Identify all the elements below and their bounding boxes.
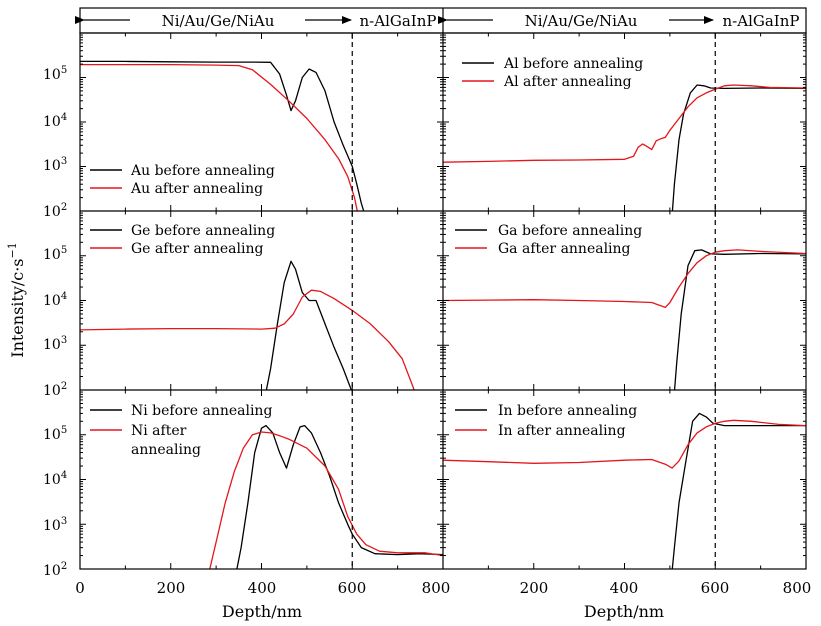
legend-label-ge-before: Ge before annealing [131,223,275,239]
y-axis-title: Intensity/c·s−1 [6,242,27,358]
legend-label-ge-after: Ge after annealing [131,241,263,257]
y-ticks-row1: 105 104 103 [43,65,67,174]
xtick-left-200: 200 [157,579,186,597]
ni-after-annealing-line [209,431,443,569]
ge-after-annealing-line [80,289,415,390]
ytick-1e3: 103 [43,335,67,353]
legend-label-al-after: Al after annealing [503,74,632,90]
xtick-left-400: 400 [248,579,277,597]
al-before-annealing-line [671,84,806,211]
legend-ge: Ge before annealing Ge after annealing [90,223,275,257]
ytick-1e2-row3: 102 [43,561,67,579]
legend-label-ni-after-2: annealing [131,442,201,458]
ytick-1e5: 105 [43,245,67,263]
region-right-label-2: n-AlGaInP [723,12,800,30]
interface-lines [351,33,716,569]
x-axis-title-left: Depth/nm [222,602,302,621]
al-after-annealing-line [443,84,806,163]
xtick-right-200: 200 [520,579,549,597]
panel-au-curves [80,60,365,211]
in-after-annealing-line [443,419,806,469]
ytick-1e3: 103 [43,516,67,534]
panel-ga-curves [443,249,806,390]
panel-ge-curves [80,260,415,390]
legend-label-ga-before: Ga before annealing [498,223,642,239]
legend-label-in-after: In after annealing [498,423,626,439]
ga-after-annealing-line [443,249,806,309]
curves-layer [80,60,806,569]
ytick-1e2-row1: 102 [43,202,67,220]
legend-au: Au before annealing Au after annealing [90,163,275,197]
legend-label-au-before: Au before annealing [130,163,275,179]
legend-ga: Ga before annealing Ga after annealing [455,223,642,257]
x-tick-labels: 0 200 400 600 800 200 400 600 800 [75,579,811,597]
xtick-right-400: 400 [610,579,639,597]
region-right-label-1: n-AlGaInP [360,12,437,30]
legend-label-ni-before: Ni before annealing [131,403,272,419]
ytick-1e4: 104 [43,112,67,130]
xtick-left-600: 600 [338,579,367,597]
y-ticks-row3: 105 104 103 [43,425,67,534]
panel-in-curves [443,412,806,569]
ytick-1e4: 104 [43,291,67,309]
ytick-1e2-row2: 102 [43,381,67,399]
xtick-right-600: 600 [701,579,730,597]
region-left-label-2: Ni/Au/Ge/NiAu [525,12,638,30]
legend-ni: Ni before annealing Ni after annealing [90,403,272,458]
legend-label-in-before: In before annealing [498,403,637,419]
legend-label-au-after: Au after annealing [130,181,263,197]
region-left-label-1: Ni/Au/Ge/NiAu [162,12,275,30]
ytick-1e5: 105 [43,425,67,443]
y-ticks-row2: 105 104 103 [43,245,67,353]
xtick-left-0: 0 [75,579,85,597]
ytick-1e4: 104 [43,470,67,488]
legend-al: Al before annealing Al after annealing [462,56,643,90]
region-header: Ni/Au/Ge/NiAu n-AlGaInP Ni/Au/Ge/NiAu n-… [75,7,807,34]
xtick-right-800: 800 [783,579,812,597]
panel-al-curves [443,84,806,211]
axis-ticks [79,33,807,570]
ga-before-annealing-line [673,249,806,390]
au-before-annealing-line [80,60,365,211]
legend-in: In before annealing In after annealing [455,403,637,439]
legend-label-ga-after: Ga after annealing [498,241,631,257]
au-after-annealing-line [80,63,358,211]
x-axis-title-right: Depth/nm [584,602,664,621]
legend-label-ni-after-1: Ni after [131,423,187,439]
y-tick-labels: 105 104 103 102 105 104 103 102 105 104 … [43,65,67,579]
ytick-1e3: 103 [43,156,67,174]
ge-before-annealing-line [265,260,353,390]
panel-ni-curves [209,424,443,569]
legend-label-al-before: Al before annealing [503,56,643,72]
xtick-left-800: 800 [422,579,451,597]
ni-before-annealing-line [236,424,443,569]
in-before-annealing-line [671,412,806,569]
ytick-1e5: 105 [43,65,67,83]
